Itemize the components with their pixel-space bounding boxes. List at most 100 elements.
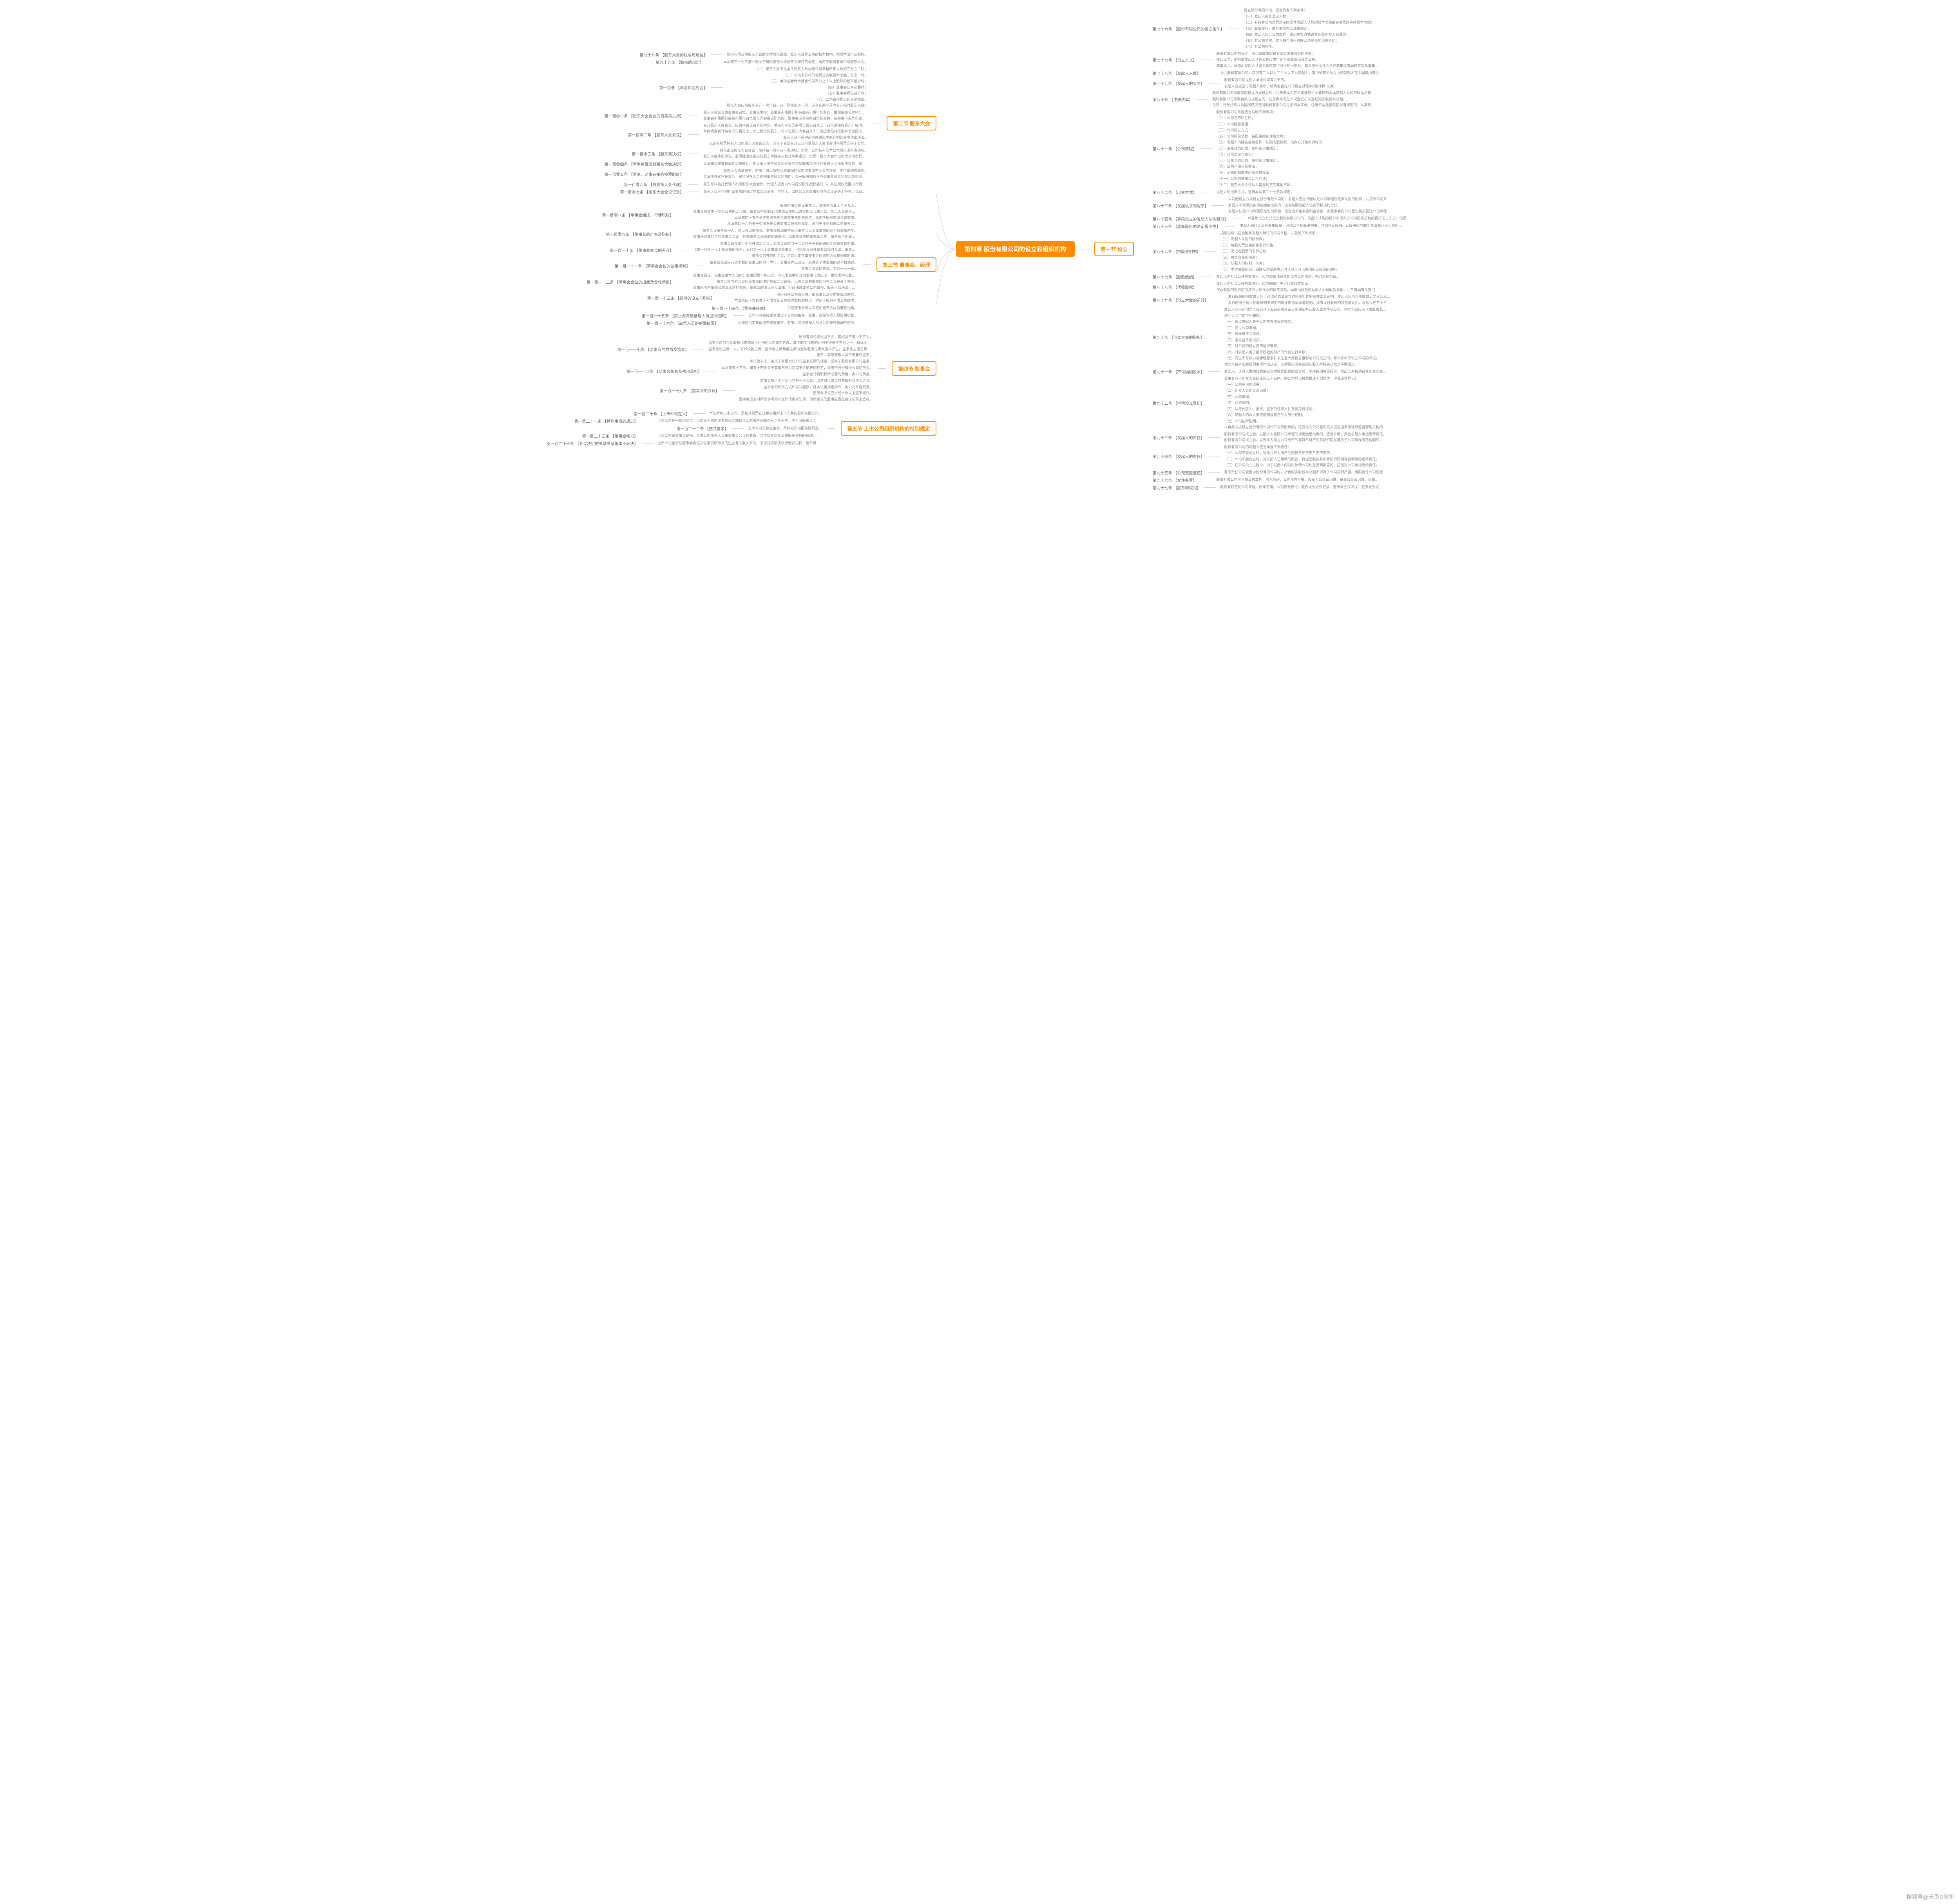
article-details: 董事会应于创立大会结束后三十日内，向公司登记机关报送下列文件，申请设立登记：（一…: [1224, 376, 1389, 430]
articles: 股份有限公司股东大会由全体股东组成。股东大会是公司的权力机构，依照本法行使职权。…: [605, 52, 868, 195]
detail-line: 召开股东大会会议，应当将会议召开的时间、地点和审议的事项于会议召开二十日前通知各…: [703, 123, 868, 129]
article-title: 第一百二十四条 【会议决定的关联关系董事不表决】: [547, 440, 638, 446]
article: 股东大会应当对所议事项的决定作成会议记录，主持人、出席会议的董事应当在会议记录上…: [605, 189, 868, 195]
article-title: 第一百二十一条 【特别事项的通过】: [574, 418, 638, 424]
article-details: 以发起设立方式设立股份有限公司的，发起人应当书面认足公司章程规定其认购的股份，并…: [1228, 197, 1392, 214]
detail-line: 股东大会不得对前两款通知中未列明的事项作出决议。: [703, 135, 868, 141]
detail-line: 董事长召集和主持董事会会议，检查董事会决议的实施情况。副董事长协助董事长工作，董…: [693, 234, 858, 240]
connector: [688, 184, 699, 185]
connector: [723, 390, 735, 391]
detail-line: （六）对发起人用于抵作股款的财产的作价进行审核；: [1224, 350, 1389, 355]
article: 第七十九条 【发起人的义务】股份有限公司发起人承担公司筹办事务。发起人应当签订发…: [1153, 78, 1412, 89]
article-title: 第一百零九条 【董事长的产生及职权】: [606, 231, 674, 237]
detail-line: （三）无记名股票的发行总数；: [1220, 249, 1340, 254]
detail-line: 股份有限公司发起人承担公司筹办事务。: [1224, 78, 1337, 83]
detail-line: （六）董事会的组成、职权和议事规则；: [1216, 146, 1325, 152]
article-details: 股份有限公司的设立，可以采取发起设立或者募集设立的方式。发起设立，是指由发起人认…: [1216, 51, 1381, 69]
article-details: 股东出席股东大会会议，所持每一股份有一表决权。但是，公司持有的本公司股份没有表决…: [703, 148, 868, 159]
right-branches: 第一节 设立第七十六条 【股份有限公司的设立条件】设立股份有限公司，应当具备下列…: [1094, 8, 1412, 490]
article-title: 第九十三条 【发起人的责任】: [1153, 434, 1205, 440]
article-title: 第一百一十八条 【监事会职权及费用承担】: [626, 368, 702, 374]
article: 第九十二条 【申请设立登记】董事会应于创立大会结束后三十日内，向公司登记机关报送…: [1153, 376, 1412, 430]
detail-line: 股东出席股东大会会议，所持每一股份有一表决权。但是，公司持有的本公司股份没有表决…: [703, 148, 868, 154]
detail-line: 监事会行使职权所必需的费用，由公司承担。: [721, 372, 873, 377]
article-details: 设立股份有限公司，应当具备下列条件：（一）发起人符合法定人数；（二）有符合公司章…: [1244, 8, 1374, 50]
detail-line: 股份有限公司章程应当载明下列事项：: [1216, 110, 1325, 115]
article-details: 发起人、认股人缴纳股款或者交付抵作股款的出资后，除未按期募足股份、发起人未按期召…: [1224, 369, 1389, 375]
article-details: 本法所称上市公司，是指其股票在证券交易所上市交易的股份有限公司。: [709, 411, 822, 416]
connector: [693, 413, 705, 414]
article-details: 上市公司设独立董事，具体办法由国务院规定。: [748, 426, 822, 431]
article: 第九十四条 【发起人的责任】股份有限公司的发起人应当承担下列责任：（一）公司不能…: [1153, 445, 1412, 468]
article: 上市公司设董事会秘书，负责公司股东大会和董事会会议的筹备、文件保管以及公司股东资…: [547, 433, 822, 439]
detail-line: （二）每股的票面金额和发行价格；: [1220, 243, 1340, 248]
detail-line: 董事会设董事长一人，可以设副董事长。董事长和副董事长由董事会以全体董事的过半数选…: [693, 228, 858, 234]
article-title: 第九十九条 【职权的规定】: [655, 59, 704, 65]
detail-line: 设立股份有限公司，应当具备下列条件：: [1244, 8, 1374, 13]
article-details: 发起人向社会公开募集股份，应当同银行签订代收股款协议。代收股款的银行应当按照协议…: [1216, 281, 1381, 293]
detail-line: （二）公司未弥补的亏损达实收股本总额三分之一时；: [727, 73, 868, 78]
article-details: 发起人应当在创立大会召开十五日前将会议日期通知各认股人或者予以公告。创立大会应有…: [1224, 307, 1389, 367]
article-title: 第八十六条 【招股说明书】: [1153, 248, 1201, 254]
detail-line: （三）单独或者合计持有公司百分之十以上股份的股东请求时；: [727, 79, 868, 84]
article-title: 第一百一十三条 【经理的设立与职权】: [647, 295, 715, 301]
article-details: 召开股东大会会议，应当将会议召开的时间、地点和审议的事项于会议召开二十日前通知各…: [703, 123, 868, 147]
detail-line: 股份有限公司成立后，发起人未按照公司章程的规定缴足出资的，应当补缴；其他发起人承…: [1224, 432, 1389, 437]
detail-line: （三）在公司设立过程中，由于发起人的过失致使公司利益受到损害的，应当对公司承担赔…: [1224, 463, 1379, 468]
detail-line: 本法所称上市公司，是指其股票在证券交易所上市交易的股份有限公司。: [709, 411, 822, 416]
detail-line: 董事会召开临时会议，可以另定召集董事会的通知方式和通知时限。: [693, 253, 858, 259]
detail-line: 发起人向社会公开募集股份，必须公告招股说明书，并制作认股书。认股书应当载明本法第…: [1240, 223, 1404, 229]
detail-line: 股份有限公司设监事会，其成员不得少于三人。: [708, 335, 873, 340]
article-details: 董事会设董事长一人，可以设副董事长。董事长和副董事长由董事会以全体董事的过半数选…: [693, 228, 858, 240]
article: 公司董事会可以决定由董事会成员兼任经理。第一百一十四条 【董事兼经理】: [587, 305, 858, 311]
detail-line: （四）验资证明；: [1224, 400, 1389, 406]
detail-line: 股份有限公司应当将公司章程、股东名册、公司债券存根、股东大会会议记录、董事会会议…: [1216, 477, 1381, 483]
article: 第八十二条 【出资方式】发起人的出资方式，适用本法第二十七条款规定。: [1153, 189, 1412, 195]
article: 本法和公司章程规定公司转让、受让重大资产或者对外提供担保等事项必须经股东大会作出…: [605, 161, 868, 167]
article: 第八十五条 【募集股份的法定程序书】发起人向社会公开募集股份，必须公告招股说明书…: [1153, 223, 1412, 229]
detail-line: 股份有限公司设董事会，其成员为五人至十九人。: [693, 203, 858, 209]
article-details: 上市公司董事与董事会会议决议事项所涉及的企业有关联关系的，不得对该项决议行使表决…: [657, 441, 822, 446]
detail-line: （三）公司设立方式；: [1216, 128, 1325, 133]
connector: [1204, 487, 1216, 488]
root-node: 第四章 股份有限公司的设立和组织机构: [956, 241, 1075, 257]
article-details: 上市公司在一年内购买、出售重大资产或者担保金额超过公司资产总额百分之三十的，应当…: [657, 418, 822, 424]
article: 第八十一条 【公司章程】股份有限公司章程应当载明下列事项：（一）公司名称和住所；…: [1153, 110, 1412, 188]
article-title: 第一百零一条 【股东大会会议的召集与主持】: [605, 113, 684, 119]
detail-line: 股东大会会议由董事会召集，董事长主持；董事长不能履行职务或者不履行职务的，由副董…: [703, 110, 868, 116]
detail-line: （四）董事会认为必要时；: [727, 85, 868, 90]
article: 第八十四条 【募集设立的发起人从购股份】以募集设立方式设立股份有限公司的，发起人…: [1153, 216, 1412, 222]
article-details: （一）董事人数不足本法规定人数或者公司章程所定人数的三分之二时；（二）公司未弥补…: [727, 67, 868, 109]
article: 董事会每年度至少召开两次会议，每次会议应当于会议召开十日前通知全体董事和监事。代…: [587, 241, 858, 259]
article-title: 第一百二十条 【上市公司定义】: [634, 411, 690, 416]
article-details: 股份有限公司应当将公司章程、股东名册、公司债券存根、股东大会会议记录、董事会会议…: [1216, 477, 1381, 483]
detail-line: 监事会应当包括股东代表和适当比例的公司职工代表，其中职工代表的比例不得低于三分之…: [708, 340, 873, 346]
article-title: 第七十八条 【发起人人数】: [1153, 70, 1201, 76]
article-title: 第一百一十九条 【监事会的会议】: [659, 387, 719, 393]
detail-line: 公司不得直接或者通过子公司向董事、监事、高级管理人员提供借款。: [748, 313, 858, 319]
detail-line: 发起设立，是指由发起人认购公司应发行的全部股份而设立公司。: [1216, 57, 1381, 63]
section: 股份有限公司股东大会由全体股东组成。股东大会是公司的权力机构，依照本法行使职权。…: [605, 52, 936, 195]
detail-line: （六）本次募股的起止期限及逾期未募足时认股人可以撤回所认股份的说明。: [1220, 267, 1340, 273]
article-details: 本法和公司章程规定公司转让、受让重大资产或者对外提供担保等事项必须经股东大会作出…: [703, 161, 868, 167]
article-title: 第九十五条 【公司变更登记】: [1153, 470, 1205, 476]
detail-line: （十二）股东大会会议认为需要规定的其他事项。: [1216, 183, 1325, 188]
section-connector: [863, 264, 871, 265]
detail-line: 本法第五十二条关于有限责任公司监事任期的规定，适用于股份有限公司监事。: [708, 359, 873, 364]
detail-line: 董事会不能履行或者不履行召集股东大会会议职责的，监事会应当及时召集和主持；监事会…: [703, 116, 868, 121]
detail-line: 监事会设主席一人，可以设副主席。监事会主席和副主席由全体监事过半数选举产生。监事…: [708, 347, 873, 352]
detail-line: （一）公司名称和住所；: [1216, 116, 1325, 121]
detail-line: 公司董事会可以决定由董事会成员兼任经理。: [787, 306, 858, 311]
detail-line: 募集设立，是指由发起人认购公司应发行股份的一部分，其余股份向社会公开募集或者向特…: [1216, 63, 1381, 69]
section-node: 第一节 设立: [1094, 242, 1134, 256]
article-title: 第八十九条 【创立大会的召开】: [1153, 297, 1209, 303]
detail-line: 监事会决议应当经半数以上监事通过。: [739, 391, 873, 396]
detail-line: 股份有限公司设经理，由董事会决定聘任或者解聘。: [734, 292, 858, 298]
detail-line: 代表十分之一以上表决权的股东、三分之一以上董事或者监事会，可以提议召开董事会临时…: [693, 247, 858, 253]
detail-line: 股份有限公司成立后，发现作为设立公司出资的非货币财产的实际价额显著低于公司章程所…: [1224, 438, 1389, 443]
detail-line: 本法第四十六条关于有限责任公司董事会职权的规定，适用于股份有限公司董事会。: [693, 221, 858, 227]
section-node: 第三节 董事会、经理: [876, 257, 936, 272]
article: 第八十三条 【发起设立的程序】以发起设立方式设立股份有限公司的，发起人应当书面认…: [1153, 197, 1412, 214]
detail-line: 设立股份有限公司，应当有二人以上二百人以下为发起人，其中须有半数以上的发起人在中…: [1220, 71, 1385, 76]
article: 第九十五条 【公司变更登记】有限责任公司变更为股份有限公司时，折合的实收股本总额…: [1153, 470, 1412, 476]
